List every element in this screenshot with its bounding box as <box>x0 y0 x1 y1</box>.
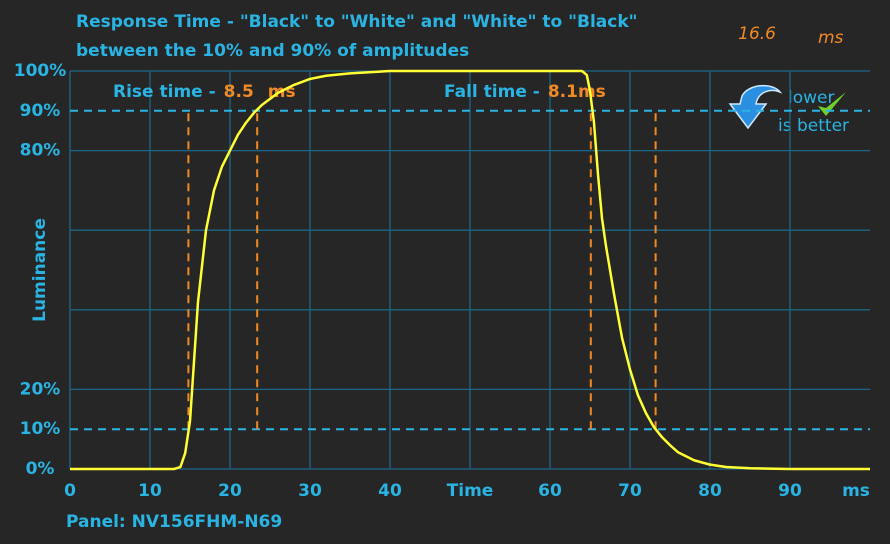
plot: 0% 10% 20% 80% 90% 100% 0 10 20 30 40 60 70 80 90 Time m… <box>14 61 870 501</box>
x-tick-label: 90 <box>778 481 802 501</box>
y-tick-label: 100% <box>14 61 67 81</box>
annotation-value: 8.1 <box>548 82 578 102</box>
footer: Panel: NV156FHM-N69 <box>66 512 282 532</box>
y-tick-label: 90% <box>20 101 61 121</box>
x-tick-label: 70 <box>618 481 642 501</box>
badge-text: lower <box>788 88 834 108</box>
x-tick-label: 10 <box>138 481 162 501</box>
x-axis-label: Time <box>447 481 494 501</box>
x-tick-label: 40 <box>378 481 402 501</box>
chart-title: Response Time - "Black" to "White" and "… <box>76 12 638 32</box>
badge-text: is better <box>778 116 849 136</box>
annotation-label: Rise time - <box>113 82 216 102</box>
x-tick-label: 60 <box>538 481 562 501</box>
annotation-label: Fall time - <box>444 82 540 102</box>
y-tick-label: 0% <box>26 459 55 479</box>
y-axis-label: Luminance <box>30 218 50 322</box>
data-line <box>70 69 870 471</box>
x-tick-label: 20 <box>218 481 242 501</box>
chart-subtitle: between the 10% and 90% of amplitudes <box>76 41 469 61</box>
x-tick-label: 0 <box>64 481 76 501</box>
x-axis-unit: ms <box>842 481 870 501</box>
badge: lower is better <box>728 84 849 136</box>
annotation-value: 8.5 <box>224 82 254 102</box>
badge-arrow <box>728 84 783 130</box>
x-tick-label: 30 <box>298 481 322 501</box>
badge-check <box>818 92 846 116</box>
annotation-unit: ms <box>578 82 606 102</box>
y-tick-label: 20% <box>20 379 61 399</box>
headline-unit: ms <box>818 28 844 48</box>
y-tick-label: 10% <box>20 419 61 439</box>
headline-value: 16.6 <box>738 24 776 44</box>
x-tick-label: 80 <box>698 481 722 501</box>
y-tick-label: 80% <box>20 141 61 161</box>
